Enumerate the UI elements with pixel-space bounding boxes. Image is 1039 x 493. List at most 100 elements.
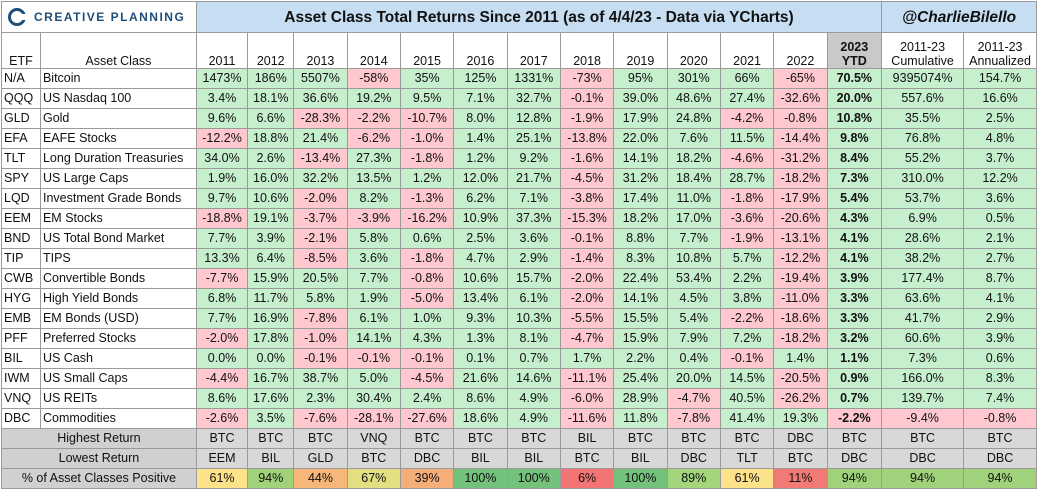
return-cell: 1.4% [453,128,508,149]
etf-ticker: CWB [1,268,41,289]
table-row: PFF Preferred Stocks -2.0% 17.8% -1.0% 14.1% 4… [1,328,1037,349]
return-cell: 15.5% [613,308,668,329]
summary-cell: 100% [506,468,561,489]
return-cell: 21.6% [453,368,508,389]
ytd-return-cell: 0.7% [826,388,883,409]
return-cell: 7.1% [506,188,561,209]
return-cell: 6.6% [247,108,295,129]
summary-cell: 11% [773,468,828,489]
return-cell: -5.0% [399,288,455,309]
return-cell: 1.7% [559,348,615,369]
return-cell: 17.9% [613,108,668,129]
summary-cell: 61% [195,468,249,489]
return-cell: -0.8% [773,108,828,129]
return-cell: 5.0% [346,368,401,389]
return-cell: 2.2% [719,268,775,289]
return-cell: 37.3% [506,208,561,229]
summary-cell: BIL [559,428,615,449]
return-cell: 125% [453,68,508,89]
annualized-return-cell: 0.6% [963,348,1037,369]
annualized-return-cell: 16.6% [963,88,1037,109]
summary-cell: BIL [613,448,668,469]
return-cell: -1.3% [399,188,455,209]
return-cell: 21.7% [506,168,561,189]
etf-header: ETF [1,32,41,69]
return-cell: 5.7% [719,248,775,269]
cumulative-return-cell: 177.4% [881,268,965,289]
return-cell: 14.1% [346,328,401,349]
return-cell: -1.0% [399,128,455,149]
summary-cell: BTC [881,428,965,449]
cumulative-return-cell: 6.9% [881,208,965,229]
return-cell: -14.4% [773,128,828,149]
return-cell: 21.4% [293,128,348,149]
return-cell: -73% [559,68,615,89]
return-cell: 11.7% [247,288,295,309]
year-header-2019: 2019 [613,32,668,69]
asset-class-name: Preferred Stocks [39,328,197,349]
annualized-return-cell: 8.7% [963,268,1037,289]
return-cell: 9.2% [506,148,561,169]
asset-class-name: TIPS [39,248,197,269]
cumulative-return-cell: -9.4% [881,408,965,429]
cumulative-return-cell: 55.2% [881,148,965,169]
summary-cell: VNQ [346,428,401,449]
return-cell: 8.6% [453,388,508,409]
return-cell: -7.8% [293,308,348,329]
summary-cell: 100% [453,468,508,489]
return-cell: 28.7% [719,168,775,189]
header-line-2: YTD [841,54,867,68]
return-cell: 10.6% [247,188,295,209]
asset-class-name: Gold [39,108,197,129]
return-cell: 0.6% [399,228,455,249]
return-cell: -2.1% [293,228,348,249]
return-cell: 9.6% [195,108,249,129]
return-cell: 7.7% [195,308,249,329]
return-cell: -0.8% [399,268,455,289]
return-cell: 14.1% [613,288,668,309]
annualized-header: 2011-23 Annualized [963,32,1037,69]
return-cell: 9.7% [195,188,249,209]
return-cell: -8.5% [293,248,348,269]
cumulative-return-cell: 310.0% [881,168,965,189]
return-cell: 2.5% [453,228,508,249]
return-cell: 18.2% [666,148,721,169]
return-cell: 2.9% [506,248,561,269]
return-cell: -4.5% [399,368,455,389]
annualized-return-cell: 2.9% [963,308,1037,329]
return-cell: -2.0% [559,268,615,289]
table-row: QQQ US Nasdaq 100 3.4% 18.1% 36.6% 19.2% 9.5% 7… [1,88,1037,109]
return-cell: -3.7% [293,208,348,229]
return-cell: 10.6% [453,268,508,289]
return-cell: 14.6% [506,368,561,389]
return-cell: -12.2% [773,248,828,269]
asset-class-name: Commodities [39,408,197,429]
return-cell: 6.1% [506,288,561,309]
return-cell: 14.1% [613,148,668,169]
ytd-return-cell: 9.8% [826,128,883,149]
return-cell: -28.1% [346,408,401,429]
return-cell: -3.8% [559,188,615,209]
return-cell: 301% [666,68,721,89]
ytd-return-cell: 4.3% [826,208,883,229]
return-cell: 2.2% [613,348,668,369]
title-row: CREATIVE PLANNING Asset Class Total Retu… [1,1,1037,33]
asset-class-header: Asset Class [39,32,197,69]
return-cell: 4.9% [506,408,561,429]
summary-cell: BTC [346,448,401,469]
summary-label: % of Asset Classes Positive [1,468,197,489]
return-cell: 1.9% [346,288,401,309]
asset-class-name: US Large Caps [39,168,197,189]
return-cell: 19.3% [773,408,828,429]
return-cell: 10.3% [506,308,561,329]
etf-ticker: QQQ [1,88,41,109]
return-cell: -0.1% [346,348,401,369]
return-cell: 31.2% [613,168,668,189]
summary-cell: 94% [881,468,965,489]
etf-ticker: TIP [1,248,41,269]
ytd-return-cell: 5.4% [826,188,883,209]
return-cell: 1.0% [399,308,455,329]
summary-cell: BTC [963,428,1037,449]
asset-class-name: US Cash [39,348,197,369]
annualized-return-cell: 7.4% [963,388,1037,409]
